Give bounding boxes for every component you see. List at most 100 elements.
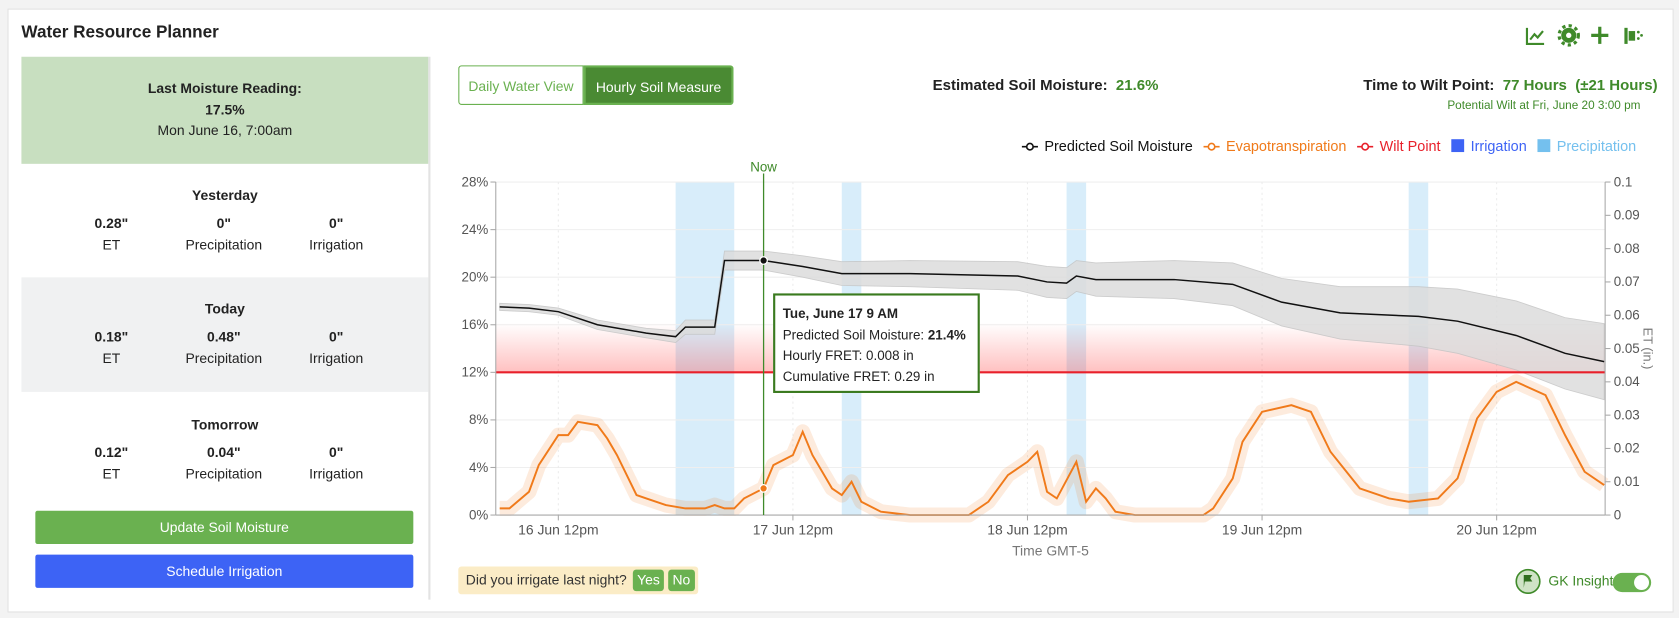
- y2-axis-label: ET (in.): [1641, 328, 1656, 370]
- stat-label: Precipitation: [185, 465, 263, 482]
- reading-time: Mon June 16, 7:00am: [157, 122, 293, 139]
- toggle-knob: [1634, 575, 1650, 591]
- wilt-note: Potential Wilt at Fri, June 20 3:00 pm: [1447, 99, 1641, 113]
- y2-tick-label: 0.03: [1614, 407, 1640, 422]
- hover-point: [759, 484, 768, 493]
- stat-value: 0.48": [206, 328, 241, 345]
- legend-swatch: [1207, 142, 1216, 151]
- day-section: Today 0.18" ET 0.48" Precipitation 0" Irrigati…: [21, 277, 429, 392]
- schedule-button[interactable]: Schedule Irrigation: [35, 554, 414, 588]
- yes-button[interactable]: Yes: [632, 569, 665, 592]
- now-label: Now: [750, 159, 777, 174]
- stat-value: 0": [216, 215, 231, 232]
- no-button[interactable]: No: [668, 569, 695, 592]
- x-tick-label: 20 Jun 12pm: [1456, 521, 1536, 537]
- stat-value: 0.18": [94, 328, 129, 345]
- question-text: Did you irrigate last night?: [465, 571, 627, 588]
- y2-tick-label: 0.01: [1614, 474, 1640, 489]
- y-tick-label: 24%: [462, 222, 489, 237]
- reading-label: Last Moisture Reading:: [147, 80, 302, 97]
- add-icon[interactable]: [1591, 26, 1609, 44]
- y-tick-label: 28%: [462, 174, 489, 189]
- day-section: Tomorrow 0.12" ET 0.04" Precipitation 0" Irrig…: [21, 393, 428, 508]
- y2-tick-label: 0.09: [1614, 208, 1640, 223]
- tooltip: Tue, June 17 9 AM Predicted Soil Moistur…: [773, 293, 980, 393]
- y-tick-label: 16%: [462, 317, 489, 332]
- y2-tick-label: 0.02: [1614, 441, 1640, 456]
- last-reading: Last Moisture Reading: 17.5% Mon June 16…: [21, 56, 429, 164]
- insight-toggle[interactable]: [1612, 572, 1652, 593]
- stat-label: ET: [102, 236, 121, 253]
- x-axis-label: Time GMT-5: [1012, 543, 1089, 559]
- y-tick-label: 0%: [469, 507, 488, 522]
- tooltip-title: Tue, June 17 9 AM: [782, 306, 899, 322]
- series-line: [499, 259, 1605, 363]
- settings-icon[interactable]: [1557, 24, 1580, 47]
- tooltip-moisture-value: 21.4%: [927, 327, 966, 343]
- page-title: Water Resource Planner: [21, 23, 219, 42]
- y-tick-label: 12%: [462, 365, 489, 380]
- legend-swatch: [1451, 139, 1465, 153]
- legend-label: Predicted Soil Moisture: [1044, 139, 1192, 155]
- wilt-value: 77 Hours: [1502, 76, 1567, 94]
- y2-tick-label: 0: [1614, 507, 1621, 522]
- x-tick-label: 16 Jun 12pm: [518, 521, 598, 537]
- legend-swatch: [1025, 142, 1034, 151]
- stat-label: ET: [102, 350, 121, 367]
- update-button[interactable]: Update Soil Moisture: [35, 510, 414, 544]
- stat-label: ET: [102, 465, 121, 482]
- legend-swatch: [1361, 142, 1370, 151]
- x-tick-label: 18 Jun 12pm: [987, 521, 1067, 537]
- series-line: [499, 380, 1605, 517]
- stat-value: 0": [329, 215, 344, 232]
- y-tick-label: 4%: [469, 460, 488, 475]
- chart-icon[interactable]: [1525, 27, 1545, 45]
- y2-tick-label: 0.08: [1614, 241, 1640, 256]
- y2-tick-label: 0.1: [1614, 174, 1633, 189]
- wilt-summary: Time to Wilt Point: 77 Hours (±21 Hours): [1363, 76, 1657, 93]
- stat-value: 0": [329, 328, 344, 345]
- export-icon[interactable]: [1624, 27, 1643, 44]
- stat-label: Irrigation: [309, 350, 364, 367]
- wilt-label: Time to Wilt Point:: [1363, 76, 1495, 94]
- irrigate-question: Did you irrigate last night? Yes No: [458, 566, 699, 595]
- y2-tick-label: 0.04: [1614, 374, 1641, 389]
- y2-tick-label: 0.05: [1614, 341, 1640, 356]
- y-tick-label: 20%: [462, 269, 489, 284]
- stat-label: Irrigation: [309, 236, 364, 253]
- tooltip-moisture-label: Predicted Soil Moisture:: [782, 327, 925, 343]
- y2-tick-label: 0.07: [1614, 274, 1640, 289]
- stat-value: 0.04": [206, 444, 241, 461]
- legend-label: Precipitation: [1557, 139, 1636, 155]
- insight-label: GK Insight: [1548, 572, 1614, 589]
- day-title: Yesterday: [191, 187, 258, 204]
- stat-value: 0": [329, 444, 344, 461]
- stat-value: 0.12": [94, 444, 129, 461]
- x-tick-label: 19 Jun 12pm: [1222, 521, 1302, 537]
- legend-label: Evapotranspiration: [1226, 139, 1346, 155]
- wilt-range: (±21 Hours): [1575, 76, 1658, 94]
- stat-label: Precipitation: [185, 350, 263, 367]
- x-tick-label: 17 Jun 12pm: [753, 521, 833, 537]
- stat-label: Precipitation: [185, 236, 263, 253]
- day-section: Yesterday 0.28" ET 0" Precipitation 0" Irrigat…: [21, 164, 428, 279]
- stat-label: Irrigation: [309, 465, 364, 482]
- legend-label: Wilt Point: [1380, 139, 1441, 155]
- insight-icon: [1515, 568, 1541, 595]
- legend-swatch: [1537, 139, 1551, 153]
- divider: [428, 56, 431, 600]
- day-title: Today: [204, 300, 245, 317]
- hover-point: [759, 256, 768, 265]
- moisture-label: Estimated Soil Moisture:: [932, 76, 1108, 94]
- moisture-value: 21.6%: [1115, 76, 1159, 94]
- y-tick-label: 8%: [469, 412, 488, 427]
- tab-daily[interactable]: Daily Water View: [458, 65, 584, 105]
- tab-hourly[interactable]: Hourly Soil Measure: [583, 65, 734, 105]
- moisture-summary: Estimated Soil Moisture: 21.6%: [933, 76, 1159, 93]
- stat-value: 0.28": [94, 215, 129, 232]
- day-title: Tomorrow: [191, 416, 259, 433]
- tooltip-line: Hourly FRET: 0.008 in: [782, 348, 914, 364]
